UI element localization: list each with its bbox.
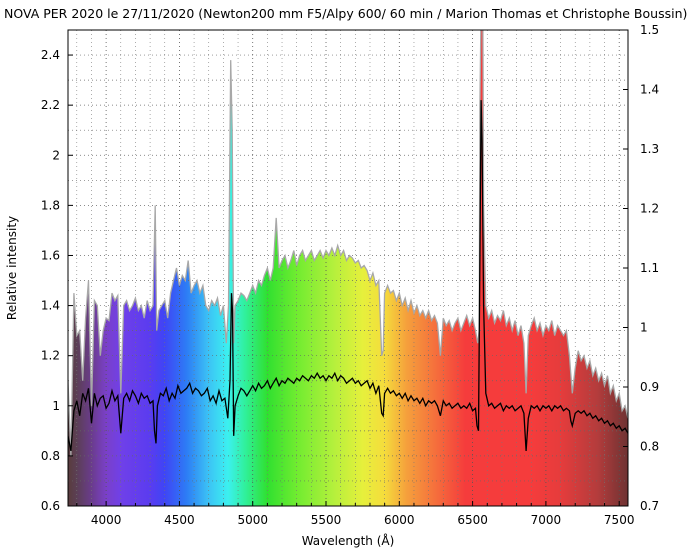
x-tick-label: 7500	[604, 513, 635, 527]
y-left-tick-label: 1.6	[41, 248, 60, 262]
chart-title: NOVA PER 2020 le 27/11/2020 (Newton200 m…	[4, 6, 687, 21]
series-black-line	[68, 100, 628, 452]
x-tick-label: 7000	[531, 513, 562, 527]
y-right-tick-label: 0.9	[640, 380, 659, 394]
plot-area	[68, 30, 628, 506]
x-tick-label: 5000	[237, 513, 268, 527]
spectrum-color-fill	[68, 30, 628, 506]
x-tick-label: 4000	[91, 513, 122, 527]
y-right-tick-label: 0.7	[640, 499, 659, 513]
grid-lines	[68, 30, 628, 506]
y-left-tick-label: 1.8	[41, 198, 60, 212]
y-left-tick-label: 0.8	[41, 449, 60, 463]
y-right-tick-label: 1	[640, 321, 648, 335]
y-right-tick-label: 1.4	[640, 83, 659, 97]
y-left-tick-label: 2.4	[41, 48, 60, 62]
x-tick-label: 6500	[457, 513, 488, 527]
x-axis-label: Wavelength (Å)	[302, 533, 395, 548]
x-tick-label: 5500	[311, 513, 342, 527]
y-axis-right: 0.7 0.8 0.9 1 1.1 1.2 1.3 1.4 1.5	[623, 23, 659, 513]
y-left-tick-label: 2	[52, 148, 60, 162]
y-axis-label: Relative intensity	[5, 216, 19, 320]
y-left-tick-label: 1.4	[41, 299, 60, 313]
y-axis-left: 0.6 0.8 1 1.2 1.4 1.6 1.8 2 2.2 2.4	[41, 48, 73, 513]
y-left-tick-label: 0.6	[41, 499, 60, 513]
y-right-tick-label: 1.5	[640, 23, 659, 37]
y-left-tick-label: 1.2	[41, 349, 60, 363]
y-left-tick-label: 1	[52, 399, 60, 413]
y-right-tick-label: 0.8	[640, 440, 659, 454]
series-gray-line	[68, 30, 628, 456]
x-tick-label: 4500	[164, 513, 195, 527]
y-right-tick-label: 1.1	[640, 261, 659, 275]
x-tick-label: 6000	[384, 513, 415, 527]
y-right-tick-label: 1.3	[640, 142, 659, 156]
y-right-tick-label: 1.2	[640, 202, 659, 216]
y-left-tick-label: 2.2	[41, 98, 60, 112]
x-axis: 4000 4500 5000 5500 6000 6500 7000 7500	[76, 501, 635, 527]
